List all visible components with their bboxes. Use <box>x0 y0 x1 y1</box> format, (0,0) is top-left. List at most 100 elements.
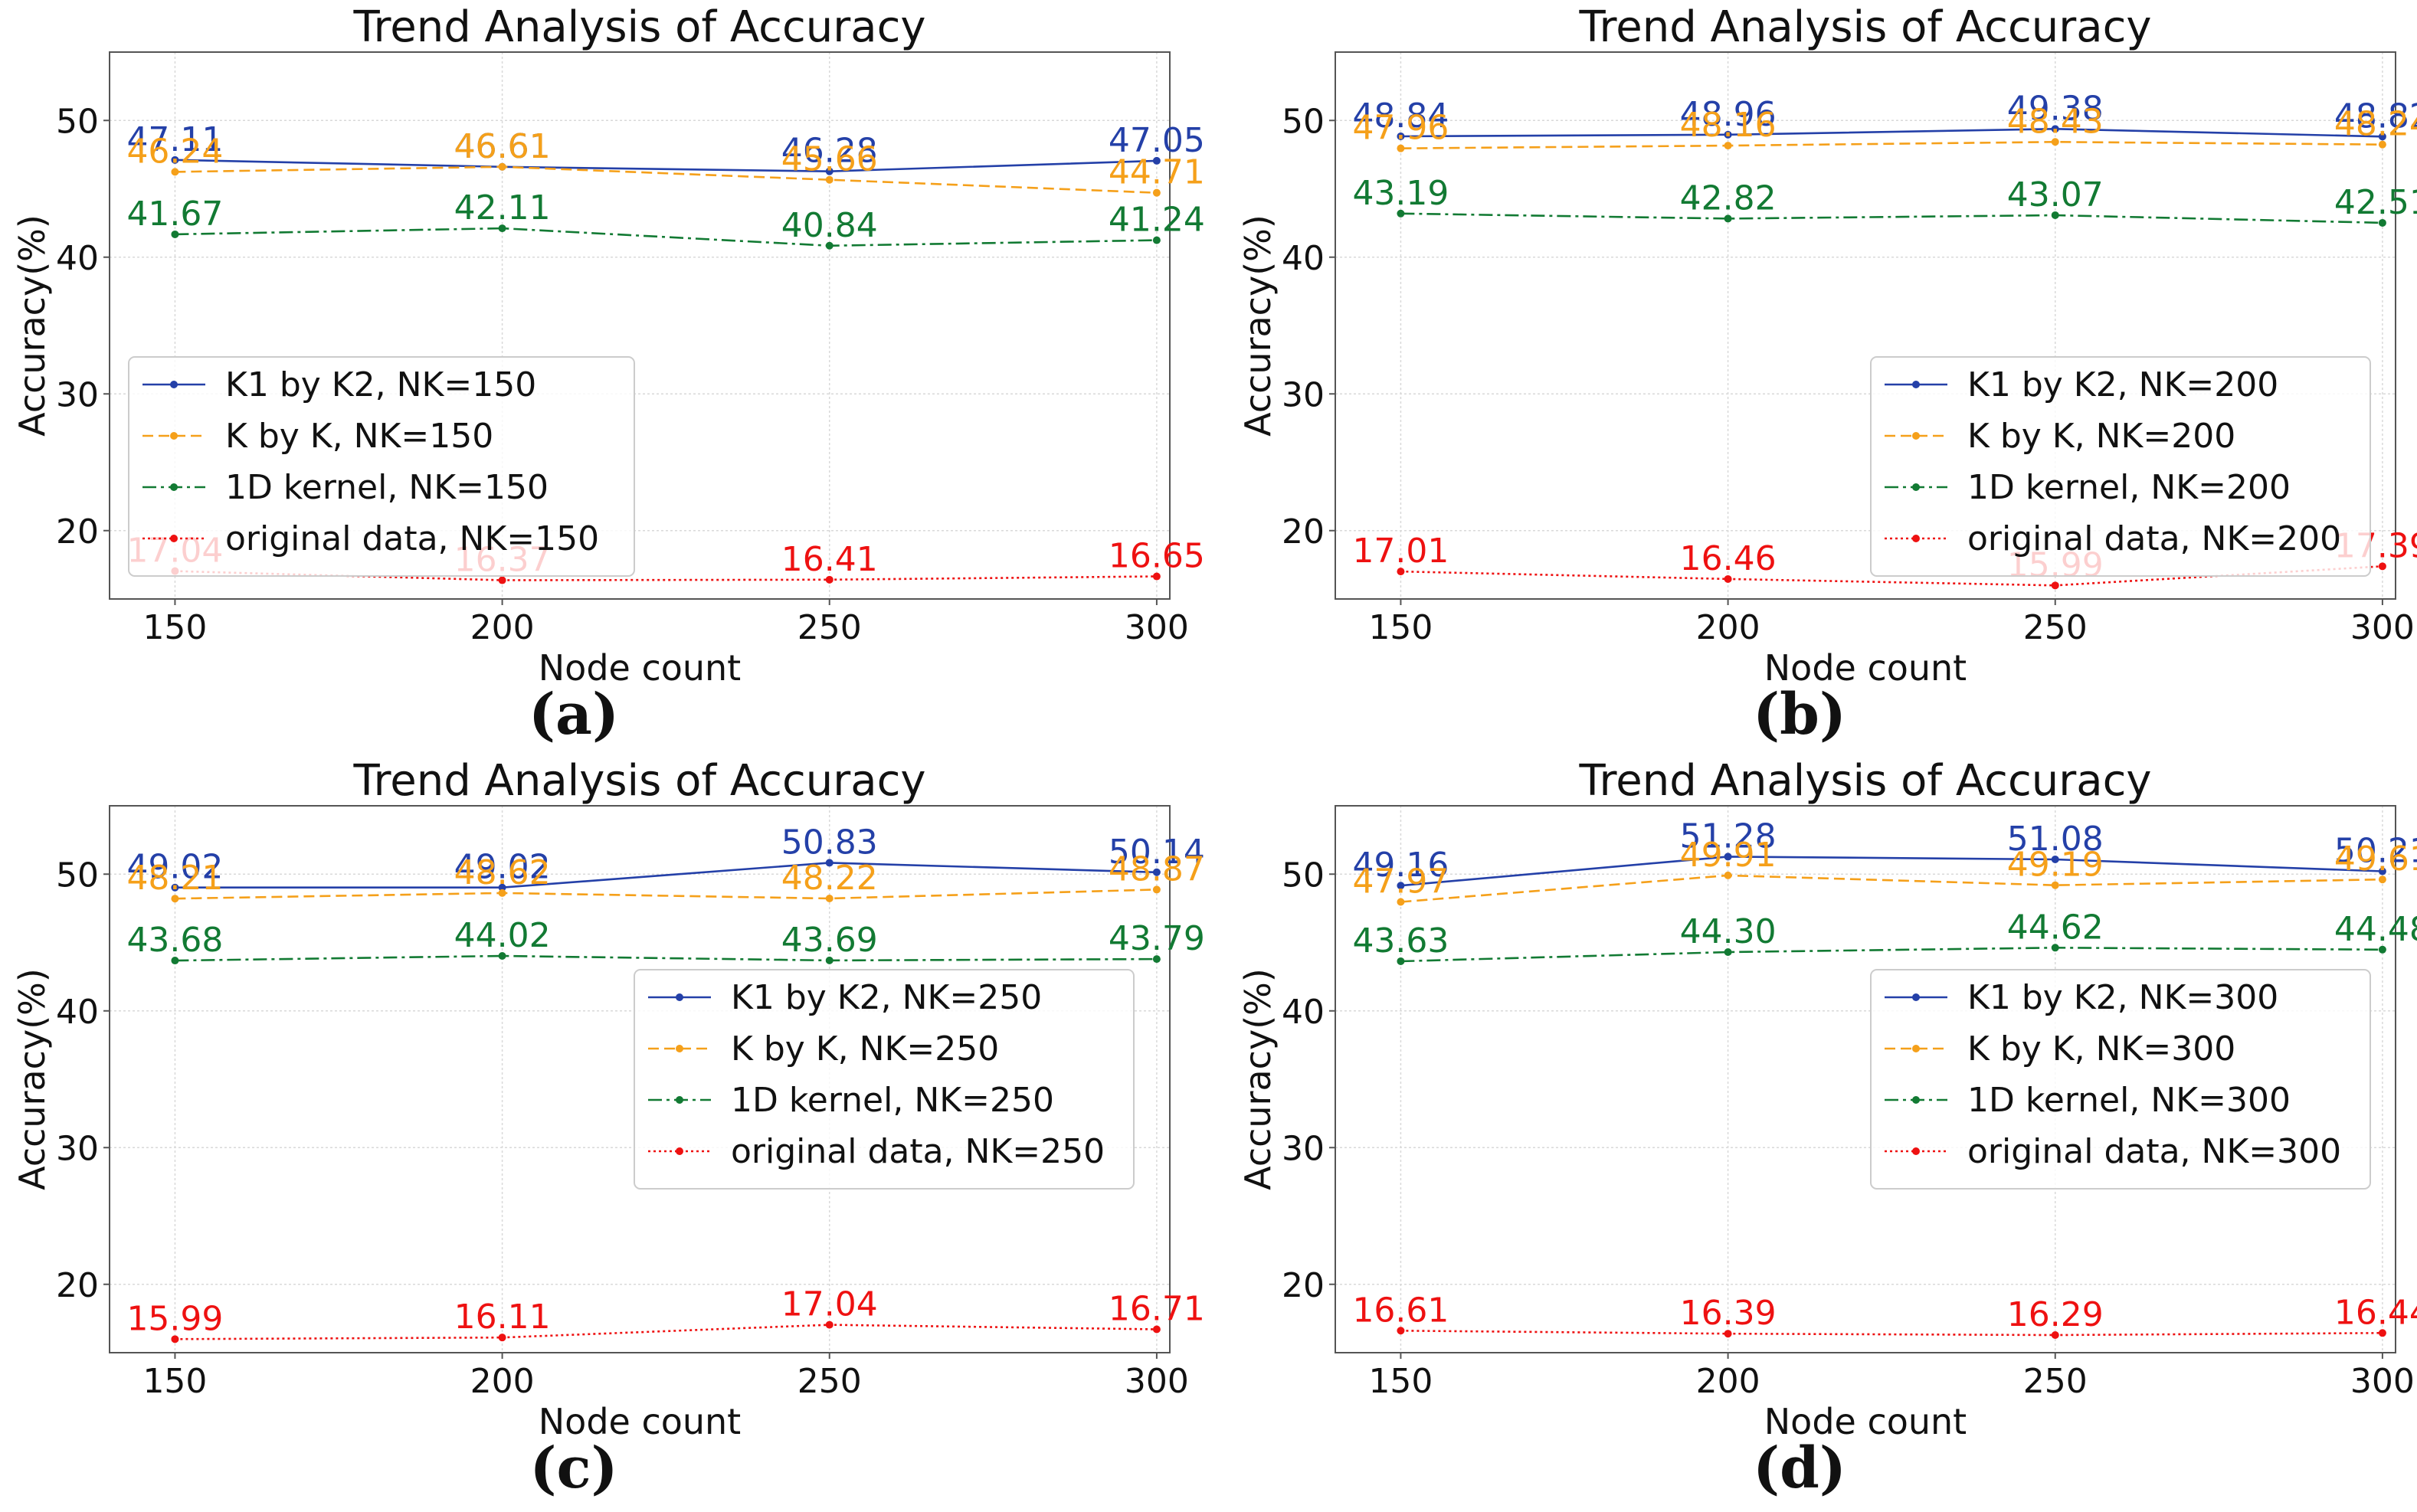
data-label-1d-kernel: 43.07 <box>2007 175 2104 214</box>
data-point-k1-by-k2 <box>1152 156 1161 165</box>
data-point-k1-by-k2 <box>2051 125 2059 133</box>
x-tick-label: 200 <box>1696 608 1760 647</box>
data-label-k-by-k: 48.62 <box>454 853 551 892</box>
chart-panel-3: 20 30 40 50 150 200 250 300 Trend Analysis of Ac… <box>11 756 1205 1501</box>
data-label-k1-by-k2: 51.28 <box>1680 817 1777 856</box>
data-label-k-by-k: 47.96 <box>1352 109 1449 148</box>
x-axis-label: Node count <box>1764 647 1967 689</box>
data-label-k1-by-k2: 46.61 <box>454 127 551 166</box>
data-label-k-by-k: 48.22 <box>781 859 878 898</box>
data-point-1d-kernel <box>498 951 506 960</box>
x-tick-label: 250 <box>797 1362 862 1401</box>
data-label-k1-by-k2: 50.14 <box>1109 833 1205 872</box>
data-point-k1-by-k2 <box>498 883 506 892</box>
data-point-k1-by-k2 <box>171 883 179 892</box>
x-tick-label: 150 <box>142 1362 207 1401</box>
data-point-k1-by-k2 <box>825 859 834 867</box>
x-tick-label: 200 <box>470 608 535 647</box>
data-point-original-data <box>2051 1330 2059 1339</box>
data-point-k1-by-k2 <box>171 155 179 164</box>
data-point-k1-by-k2 <box>2378 867 2386 875</box>
legend-marker-original-data <box>170 535 178 542</box>
data-label-1d-kernel: 42.82 <box>1680 178 1777 218</box>
chart-title: Trend Analysis of Accuracy <box>352 756 925 806</box>
y-axis-label: Accuracy(%) <box>11 214 53 437</box>
series-line-k1-by-k2 <box>175 159 1157 173</box>
x-tick-label: 250 <box>2023 608 2088 647</box>
legend-marker-original-data <box>676 1147 683 1155</box>
data-label-original-data: 16.46 <box>1680 539 1777 578</box>
data-label-k-by-k: 49.61 <box>2334 839 2417 879</box>
data-point-original-data <box>2378 1329 2386 1337</box>
legend-label-k1-by-k2: K1 by K2, NK=150 <box>225 365 536 404</box>
data-label-k1-by-k2: 50.21 <box>2334 832 2417 871</box>
y-tick-label: 40 <box>1282 993 1325 1032</box>
data-point-1d-kernel <box>2378 218 2386 227</box>
series-line-k1-by-k2 <box>1400 127 2383 138</box>
data-point-k-by-k <box>2378 140 2386 149</box>
series-line-1d-kernel <box>175 954 1157 962</box>
data-label-k-by-k: 49.19 <box>2007 846 2104 885</box>
data-point-1d-kernel <box>825 956 834 964</box>
chart-panel-1: 20 30 40 50 150 200 250 300 Trend Analysis of Ac… <box>11 2 1205 748</box>
y-tick-label: 30 <box>1282 1129 1325 1168</box>
data-point-k1-by-k2 <box>1152 868 1161 876</box>
y-tick-label: 40 <box>56 239 99 278</box>
data-label-1d-kernel: 44.62 <box>2007 908 2104 947</box>
x-tick-label: 300 <box>1125 608 1189 647</box>
data-point-1d-kernel <box>2051 944 2059 952</box>
data-label-k-by-k: 47.97 <box>1352 862 1449 901</box>
series-line-1d-kernel <box>175 227 1157 247</box>
chart-title: Trend Analysis of Accuracy <box>352 2 925 52</box>
data-point-k-by-k <box>825 895 834 903</box>
legend-box <box>1870 356 2371 577</box>
data-label-k1-by-k2: 48.82 <box>2334 97 2417 136</box>
data-point-1d-kernel <box>1152 236 1161 244</box>
x-axis-label: Node count <box>1764 1401 1967 1442</box>
legend-label-k1-by-k2: K1 by K2, NK=200 <box>1967 365 2278 404</box>
panel-label: (b) <box>1753 682 1846 748</box>
legend: K1 by K2, NK=200 K by K, NK=200 1D kernel,… <box>1870 356 2371 577</box>
series-line-k-by-k <box>1400 140 2383 149</box>
legend-label-1d-kernel: 1D kernel, NK=200 <box>1967 468 2291 507</box>
x-tick-label: 150 <box>1368 608 1433 647</box>
data-label-k1-by-k2: 49.02 <box>454 848 551 887</box>
data-point-original-data <box>1152 1325 1161 1334</box>
panel-label: (c) <box>529 1435 617 1501</box>
data-point-k1-by-k2 <box>2378 133 2386 141</box>
data-point-original-data <box>1724 1330 1732 1338</box>
y-tick-label: 50 <box>1282 102 1325 141</box>
x-tick-label: 300 <box>1125 1362 1189 1401</box>
data-point-k-by-k <box>171 895 179 903</box>
data-point-original-data <box>1397 568 1405 576</box>
data-point-original-data <box>825 1321 834 1329</box>
data-point-original-data <box>171 1335 179 1343</box>
data-label-1d-kernel: 43.68 <box>126 921 223 960</box>
data-label-k-by-k: 48.24 <box>2334 105 2417 144</box>
data-label-k1-by-k2: 46.28 <box>781 132 878 171</box>
series-line-k-by-k <box>175 165 1157 194</box>
legend-marker-1d-kernel <box>170 483 178 491</box>
data-label-1d-kernel: 41.24 <box>1109 201 1205 240</box>
legend-marker-k-by-k <box>170 432 178 440</box>
data-point-k-by-k <box>1397 144 1405 152</box>
data-point-k1-by-k2 <box>2051 855 2059 863</box>
data-label-k1-by-k2: 51.08 <box>2007 820 2104 859</box>
y-tick-label: 20 <box>1282 512 1325 551</box>
data-point-1d-kernel <box>1724 947 1732 956</box>
legend-label-original-data: original data, NK=250 <box>731 1132 1105 1171</box>
legend-label-1d-kernel: 1D kernel, NK=250 <box>731 1081 1054 1120</box>
x-tick-label: 250 <box>2023 1362 2088 1401</box>
legend-marker-k1-by-k2 <box>170 381 178 388</box>
y-tick-label: 20 <box>56 1266 99 1305</box>
data-label-k1-by-k2: 49.38 <box>2007 89 2104 128</box>
y-tick-label: 30 <box>56 1129 99 1168</box>
panel-label: (d) <box>1753 1435 1846 1501</box>
data-point-original-data <box>825 575 834 584</box>
chart-title: Trend Analysis of Accuracy <box>1578 2 2151 52</box>
plot-frame <box>1335 805 2396 1353</box>
data-label-1d-kernel: 42.51 <box>2334 183 2417 222</box>
data-point-k-by-k <box>1724 142 1732 150</box>
legend-marker-original-data <box>1912 1147 1920 1155</box>
data-point-k-by-k <box>171 168 179 176</box>
